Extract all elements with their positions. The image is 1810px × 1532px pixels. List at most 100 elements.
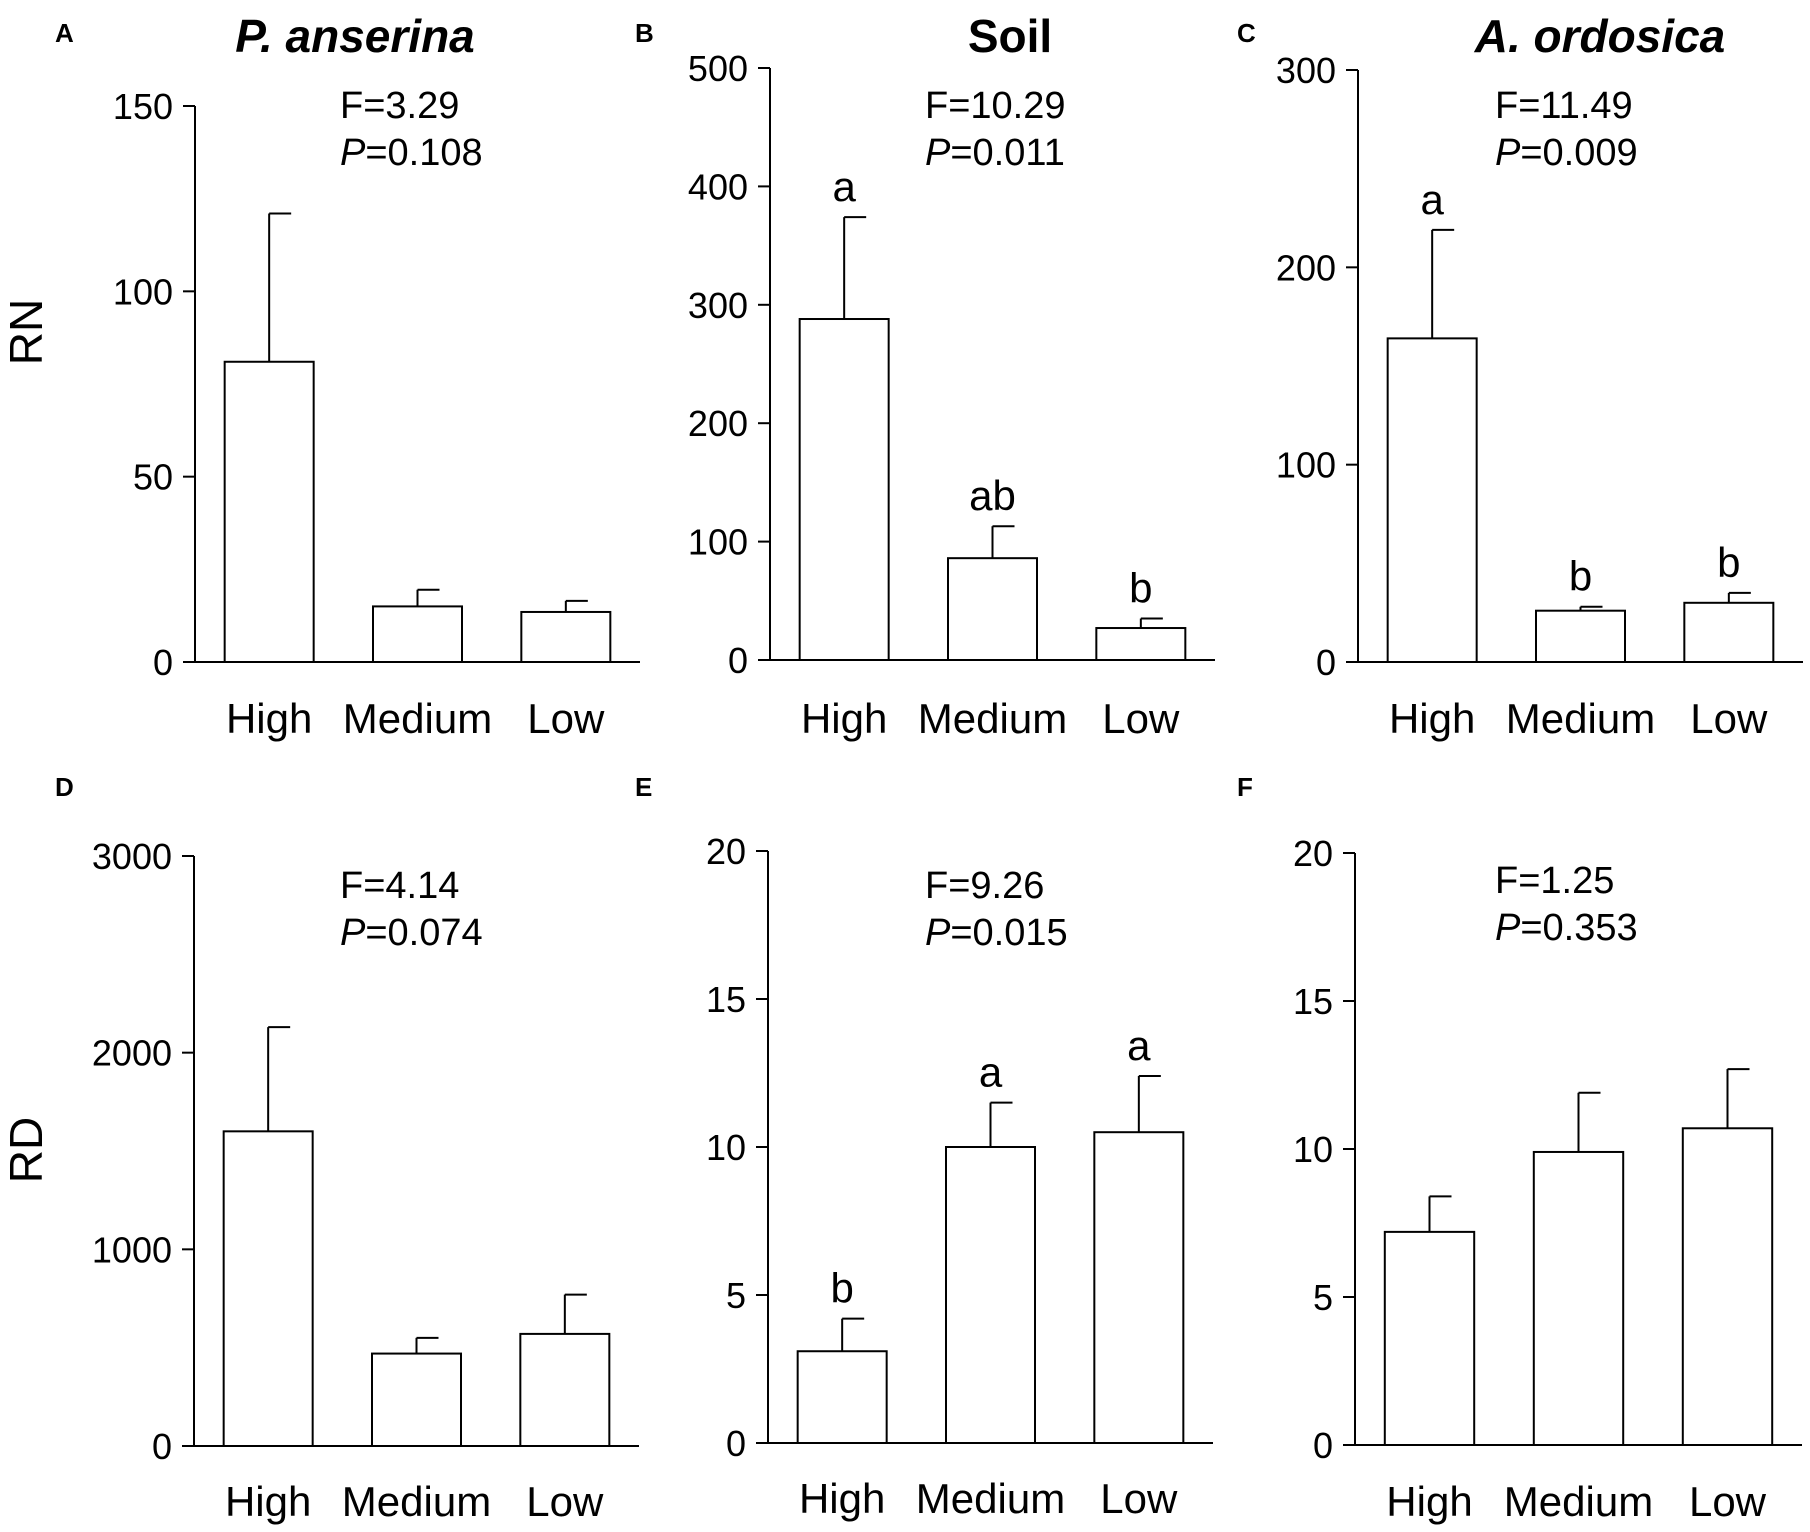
y-tick-label: 10 xyxy=(1293,1129,1333,1170)
bar-low xyxy=(519,1332,611,1448)
p-value: P=0.108 xyxy=(340,132,483,174)
panel-letter: C xyxy=(1237,18,1256,48)
bar-medium xyxy=(947,557,1038,662)
bar-low xyxy=(1093,1131,1185,1444)
p-value: P=0.009 xyxy=(1495,132,1638,174)
chart-panel-c: C A. ordosica 0 100 200 300 High a Medium b Low b F=… xyxy=(1237,10,1803,742)
y-tick-label: 3000 xyxy=(92,836,172,877)
panel-letter: D xyxy=(55,772,74,802)
bar-low xyxy=(1683,601,1775,663)
y-tick-label: 500 xyxy=(688,48,748,89)
significance-letter: ab xyxy=(969,472,1016,519)
f-statistic: F=3.29 xyxy=(340,85,459,127)
chart-panel-b: B Soil 0 100 200 300 400 500 High a Medium ab Low b F=… xyxy=(635,10,1215,742)
x-category-label: Low xyxy=(1689,1478,1767,1525)
panel-letter: B xyxy=(635,18,654,48)
x-category-label: High xyxy=(1389,695,1475,742)
row-label-rn: RN xyxy=(0,299,52,365)
bar-low xyxy=(1681,1127,1774,1447)
bar-high xyxy=(1383,1230,1476,1446)
bar-high xyxy=(222,1130,314,1448)
bar-high xyxy=(796,1350,888,1444)
y-tick-label: 50 xyxy=(133,457,173,498)
y-tick-label: 200 xyxy=(1276,247,1336,288)
x-category-label: Medium xyxy=(343,695,492,742)
y-tick-label: 0 xyxy=(1313,1425,1333,1466)
chart-panel-d: D 0 1000 2000 3000 High Medium Low F=4.14 P=0.074 xyxy=(55,772,639,1525)
y-tick-label: 400 xyxy=(688,166,748,207)
panel-letter: E xyxy=(635,772,652,802)
panel-title: P. anserina xyxy=(235,10,475,62)
x-category-label: Medium xyxy=(342,1478,491,1525)
panel-title: A. ordosica xyxy=(1474,10,1726,62)
x-category-label: High xyxy=(799,1475,885,1522)
x-category-label: High xyxy=(226,695,312,742)
f-statistic: F=9.26 xyxy=(925,865,1044,907)
x-category-label: Low xyxy=(527,695,605,742)
significance-letter: a xyxy=(832,163,856,210)
x-category-label: High xyxy=(801,695,887,742)
f-statistic: F=4.14 xyxy=(340,865,459,907)
y-tick-label: 15 xyxy=(706,979,746,1020)
x-category-label: Medium xyxy=(1504,1478,1653,1525)
p-symbol: P xyxy=(340,132,366,174)
x-category-label: Low xyxy=(1102,695,1180,742)
y-tick-label: 300 xyxy=(688,285,748,326)
p-number: =0.011 xyxy=(950,132,1064,174)
p-number: =0.108 xyxy=(365,132,482,174)
bar-medium xyxy=(1535,609,1626,664)
y-tick-label: 5 xyxy=(726,1275,746,1316)
p-value: P=0.074 xyxy=(340,912,483,954)
f-statistic: F=10.29 xyxy=(925,85,1066,127)
bar-medium xyxy=(372,605,463,664)
panel-letter: A xyxy=(55,18,74,48)
x-category-label: Low xyxy=(1100,1475,1178,1522)
significance-letter: a xyxy=(1127,1022,1151,1069)
significance-letter: b xyxy=(1569,553,1592,600)
y-tick-label: 10 xyxy=(706,1127,746,1168)
p-symbol: P xyxy=(340,912,366,954)
y-tick-label: 1000 xyxy=(92,1229,172,1270)
chart-panel-e: E 0 5 10 15 20 High b Medium a Low a F=9.26 P=0.015 xyxy=(635,772,1213,1522)
y-tick-label: 20 xyxy=(1293,833,1333,874)
x-category-label: High xyxy=(1386,1478,1472,1525)
significance-letter: a xyxy=(1420,176,1444,223)
significance-letter: b xyxy=(830,1265,853,1312)
p-number: =0.074 xyxy=(365,912,482,954)
significance-letter: b xyxy=(1129,565,1152,612)
y-tick-label: 100 xyxy=(1276,445,1336,486)
p-symbol: P xyxy=(925,132,951,174)
bar-medium xyxy=(1532,1150,1625,1446)
bar-high xyxy=(223,360,315,663)
bar-low xyxy=(520,610,612,664)
significance-letter: a xyxy=(979,1049,1003,1096)
bar-medium xyxy=(945,1146,1036,1444)
row-label-rd: RD xyxy=(0,1117,52,1183)
y-tick-label: 0 xyxy=(153,642,173,683)
p-value: P=0.353 xyxy=(1495,907,1638,949)
x-category-label: Medium xyxy=(918,695,1067,742)
y-tick-label: 300 xyxy=(1276,50,1336,91)
y-tick-label: 200 xyxy=(688,403,748,444)
p-symbol: P xyxy=(925,912,951,954)
x-category-label: Medium xyxy=(1506,695,1655,742)
y-tick-label: 0 xyxy=(152,1426,172,1467)
x-category-label: Low xyxy=(526,1478,604,1525)
y-tick-label: 100 xyxy=(688,522,748,563)
panel-title: Soil xyxy=(968,10,1052,62)
p-value: P=0.015 xyxy=(925,912,1068,954)
bar-high xyxy=(1386,337,1478,663)
p-number: =0.353 xyxy=(1520,907,1637,949)
bar-medium xyxy=(371,1352,462,1447)
y-tick-label: 0 xyxy=(728,640,748,681)
y-tick-label: 2000 xyxy=(92,1033,172,1074)
x-category-label: Low xyxy=(1690,695,1768,742)
y-tick-label: 100 xyxy=(113,271,173,312)
significance-letter: b xyxy=(1717,539,1740,586)
bar-high xyxy=(798,318,890,661)
p-symbol: P xyxy=(1495,132,1521,174)
p-number: =0.009 xyxy=(1520,132,1637,174)
y-tick-label: 0 xyxy=(726,1423,746,1464)
chart-panel-a: A P. anserina 0 50 100 150 High Medium Low F=3.29… xyxy=(55,10,640,742)
